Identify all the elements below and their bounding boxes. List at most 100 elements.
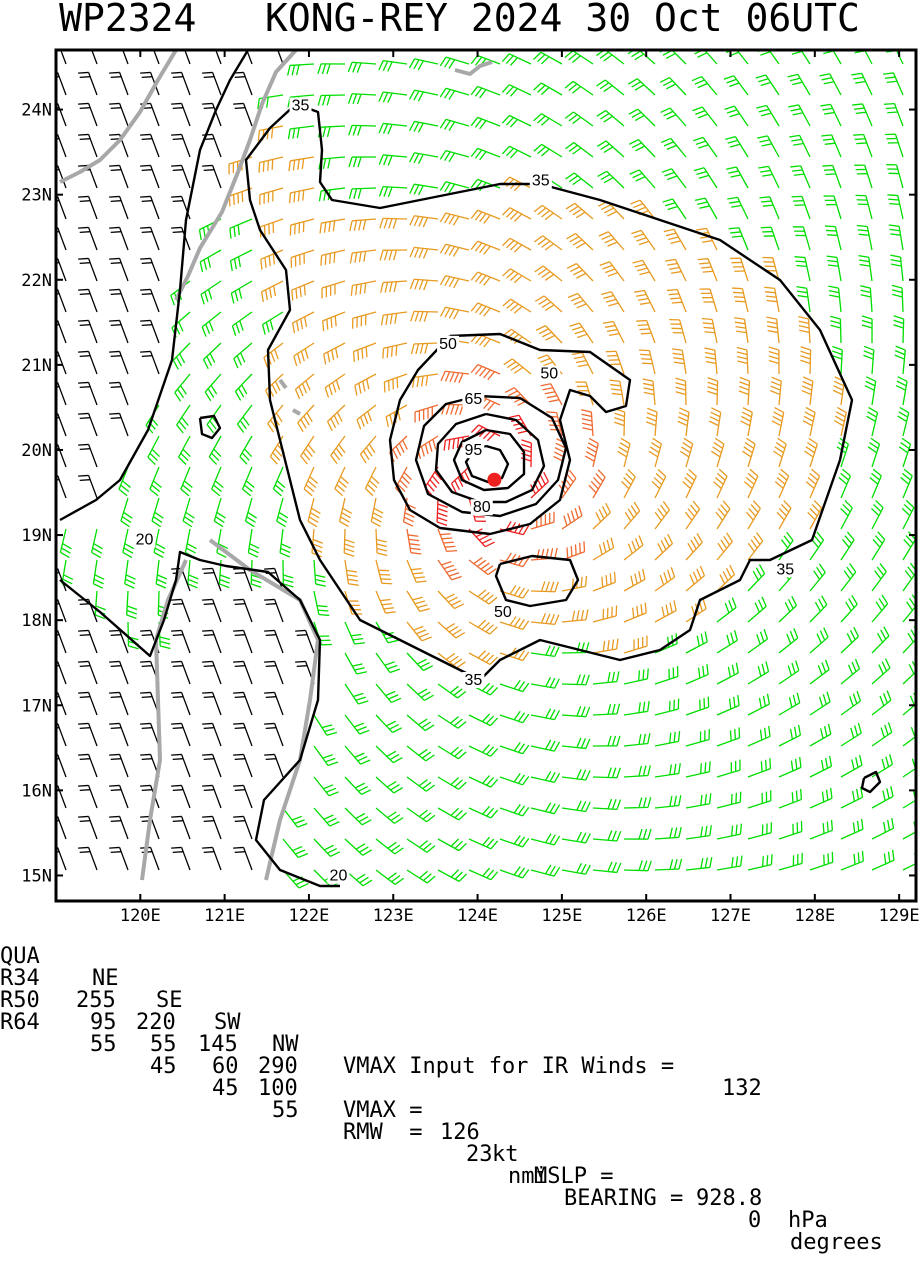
wind-barb [407, 591, 430, 611]
wind-barb [78, 103, 97, 126]
wind-barb [78, 41, 97, 64]
wind-barb [609, 380, 624, 405]
wind-barb [295, 630, 314, 653]
wind-barb [109, 289, 128, 312]
rmw-value: 23 [466, 1144, 493, 1166]
wind-barb [748, 597, 766, 622]
wind-barb [503, 299, 531, 313]
wind-barb [872, 532, 885, 560]
contour-label: 35 [464, 672, 482, 689]
contour-label: 35 [776, 561, 794, 578]
wind-barb [469, 620, 497, 634]
wind-barb [779, 821, 802, 839]
wind-barb [379, 155, 407, 165]
wind-barb [376, 808, 403, 823]
contour-label: 35 [532, 172, 550, 189]
wind-barb [808, 501, 822, 529]
wind-barb [562, 506, 582, 529]
wind-barb [345, 622, 365, 644]
wind-barb [319, 157, 345, 169]
wind-barb [171, 785, 190, 808]
wind-barb [407, 529, 421, 554]
wind-barb [755, 44, 779, 64]
wind-barb [344, 529, 354, 556]
lat-tick-label: 23N [21, 186, 52, 206]
row-label: R64 [0, 1012, 40, 1034]
wind-barb [618, 438, 630, 467]
wind-barb [892, 285, 903, 312]
wind-barb [202, 692, 221, 715]
wind-barb [562, 541, 585, 560]
wind-barb [371, 498, 383, 526]
wind-barb [438, 777, 466, 789]
contour-label: 50 [439, 336, 457, 353]
wind-barb [655, 699, 679, 715]
wind-barb [290, 188, 314, 203]
wind-barb [407, 777, 435, 791]
wind-barb [853, 135, 872, 157]
wind-barb [633, 260, 655, 281]
wind-barb [283, 808, 307, 827]
wind-barb [841, 564, 856, 591]
wind-barb [806, 469, 819, 498]
wind-barb [857, 225, 872, 250]
wind-barb [678, 408, 689, 436]
wind-barb [233, 785, 252, 808]
wind-barb [140, 227, 159, 250]
wind-barb [260, 188, 283, 205]
wind-barb [748, 629, 768, 653]
wind-barb [295, 374, 314, 399]
wind-barb [78, 816, 97, 839]
wind-barb [562, 769, 590, 780]
wind-barb [500, 680, 529, 691]
wind-barb [739, 377, 750, 405]
wind-barb [376, 746, 402, 763]
wind-barb [350, 250, 376, 263]
wind-barb [314, 839, 340, 856]
wind-barb [78, 227, 97, 250]
wind-barb [438, 591, 464, 609]
luzon-west-coast [142, 560, 186, 880]
wind-barb [889, 225, 903, 250]
wind-barb [376, 777, 403, 793]
stats-row-r34: R34 255 220 145 290 [0, 946, 53, 968]
wind-barb [441, 371, 469, 383]
wind-barb [562, 832, 590, 843]
contour-label: 20 [330, 868, 348, 885]
wind-barb [531, 740, 560, 751]
wind-barb [345, 684, 368, 704]
wind-barb [171, 599, 190, 622]
wind-barb [562, 863, 590, 874]
wind-barb [140, 134, 159, 157]
wind-barb [438, 684, 466, 698]
wind-barb [779, 628, 798, 653]
wind-barb [438, 715, 466, 728]
wind-barb [593, 639, 618, 653]
wind-barb [121, 498, 132, 527]
lat-tick-label: 21N [21, 356, 52, 376]
wind-barb [125, 560, 136, 588]
wind-barb [717, 598, 736, 622]
wind-barb [702, 319, 717, 343]
lat-tick-label: 15N [21, 866, 52, 886]
wind-barb [140, 723, 159, 746]
wind-barb [78, 785, 97, 808]
vmax-value: 126 [440, 1122, 480, 1144]
wind-barb [565, 51, 593, 64]
lon-tick-label: 126E [626, 906, 667, 924]
wind-barb [380, 218, 407, 228]
wind-barb [819, 43, 841, 64]
wind-barb [171, 630, 190, 653]
wind-barb [717, 792, 741, 808]
wind-barb [503, 269, 531, 283]
wind-barb [471, 425, 500, 441]
wind-barb [202, 754, 221, 777]
se-value: 220 [136, 1012, 176, 1034]
wind-barb [469, 590, 497, 604]
wind-barb [810, 692, 830, 715]
wind-barb [171, 816, 190, 839]
wind-barb [78, 723, 97, 746]
ne-header: NE [92, 968, 119, 990]
wind-barb [234, 343, 252, 368]
ne-value: 255 [76, 990, 116, 1012]
